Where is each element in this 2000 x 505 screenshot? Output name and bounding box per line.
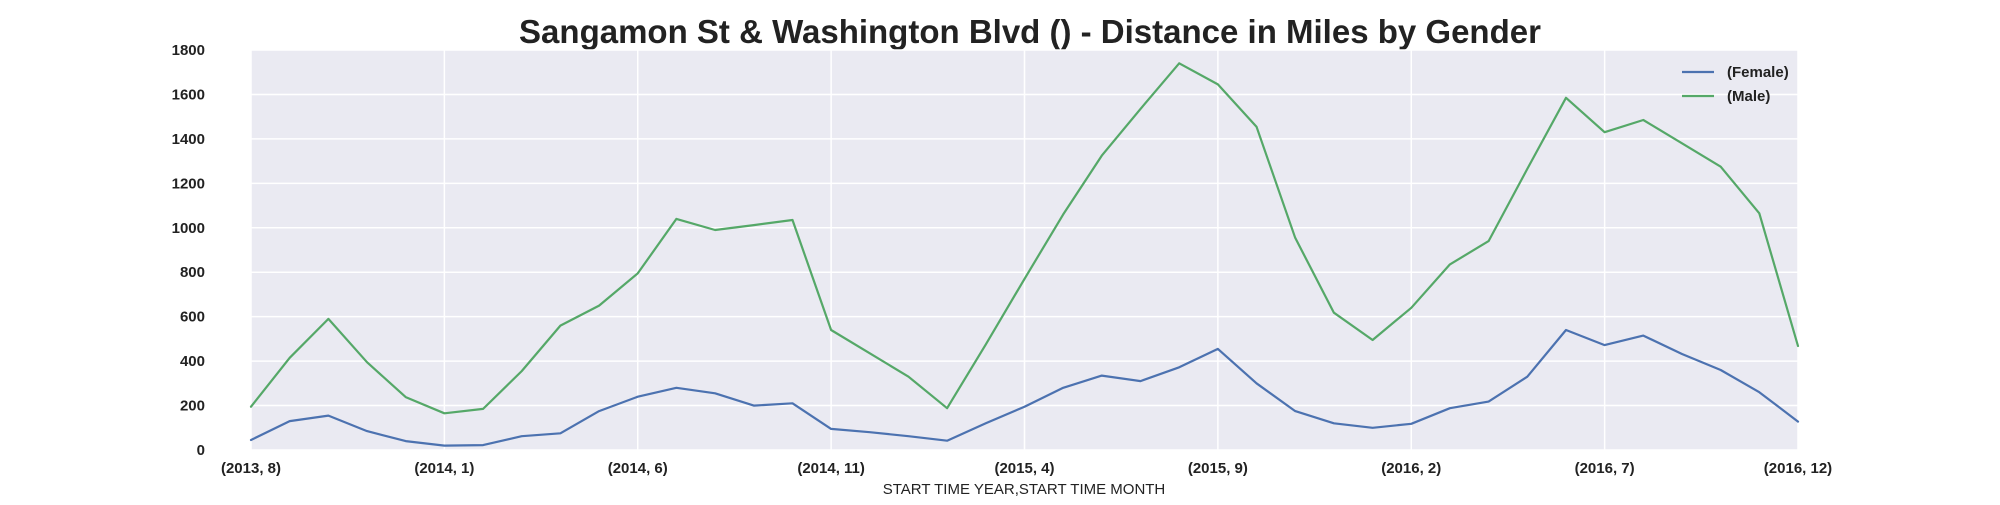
y-tick-label: 200: [180, 398, 205, 415]
x-tick-label: (2016, 12): [1764, 460, 1832, 477]
x-tick-label: (2014, 6): [608, 460, 668, 477]
y-tick-label: 1400: [172, 131, 205, 148]
y-tick-label: 0: [197, 442, 205, 459]
y-tick-label: 400: [180, 353, 205, 370]
legend-label: (Male): [1727, 88, 1770, 105]
y-axis-ticks: 0 200 400 600 800 1000 1200 1400 1600 1800: [172, 42, 205, 459]
x-axis-label: START TIME YEAR,START TIME MONTH: [883, 481, 1166, 498]
x-tick-label: (2014, 11): [797, 460, 865, 477]
x-tick-label: (2016, 2): [1381, 460, 1441, 477]
x-axis-ticks: (2013, 8) (2014, 1) (2014, 6) (2014, 11) (20…: [221, 460, 1832, 477]
x-tick-label: (2015, 4): [994, 460, 1054, 477]
y-tick-label: 1600: [172, 86, 205, 103]
y-tick-label: 800: [180, 264, 205, 281]
chart-title: Sangamon St & Washington Blvd () - Dista…: [519, 13, 1541, 50]
y-tick-label: 1800: [172, 42, 205, 59]
x-tick-label: (2013, 8): [221, 460, 281, 477]
y-tick-label: 1200: [172, 175, 205, 192]
legend-label: (Female): [1727, 64, 1789, 81]
y-tick-label: 1000: [172, 220, 205, 237]
x-tick-label: (2016, 7): [1575, 460, 1635, 477]
x-tick-label: (2015, 9): [1188, 460, 1248, 477]
x-tick-label: (2014, 1): [414, 460, 474, 477]
y-tick-label: 600: [180, 309, 205, 326]
